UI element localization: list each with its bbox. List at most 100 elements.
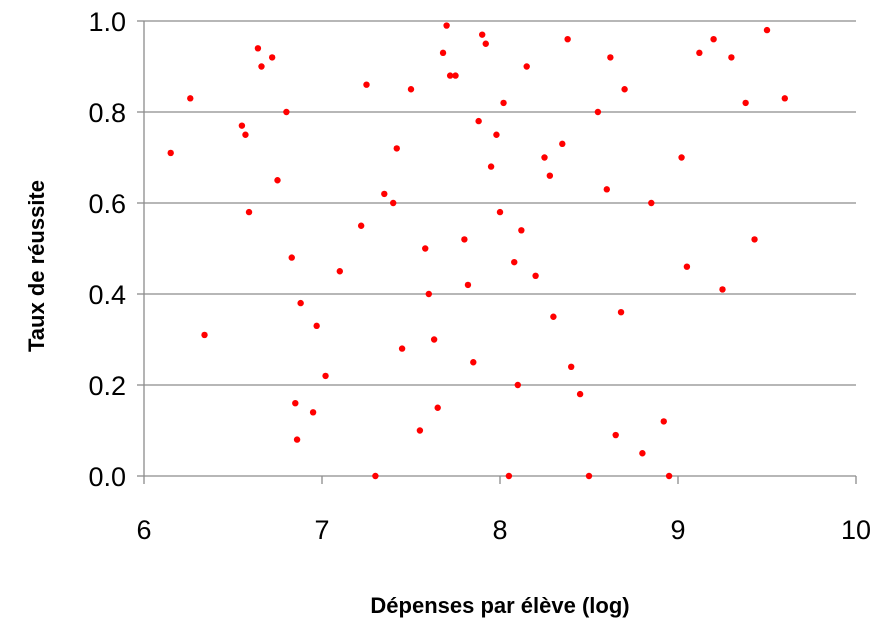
data-point (439, 49, 447, 57)
data-point (363, 81, 370, 88)
y-tick-label-3: 0.6 (88, 189, 126, 219)
x-tick-labels: 6 7 8 9 10 (136, 515, 871, 545)
data-point (719, 286, 726, 293)
y-tick-label-4: 0.8 (88, 98, 126, 128)
data-point (309, 409, 317, 416)
data-point (523, 63, 530, 70)
x-tick-label-3: 9 (670, 515, 685, 545)
data-point (245, 208, 253, 216)
data-point (511, 258, 518, 266)
x-tick-label-2: 8 (492, 515, 507, 545)
data-point (443, 22, 450, 29)
data-point (242, 131, 249, 138)
data-point (268, 54, 276, 61)
data-point (585, 472, 593, 480)
data-point (322, 372, 329, 380)
y-tick-label-0: 0.0 (88, 462, 126, 492)
data-point (612, 431, 619, 439)
data-point (751, 236, 758, 243)
data-point (482, 40, 489, 47)
data-point (297, 299, 304, 307)
data-point (603, 186, 610, 193)
data-point (594, 108, 602, 116)
data-point (422, 245, 429, 252)
data-point (518, 227, 525, 234)
data-point (238, 122, 246, 129)
y-tick-labels: 0.0 0.2 0.4 0.6 0.8 1.0 (88, 7, 126, 492)
data-point (648, 199, 655, 207)
x-axis-title: Dépenses par élève (log) (370, 593, 629, 618)
data-point (167, 149, 174, 157)
data-point (274, 177, 281, 184)
data-point (187, 95, 194, 102)
data-point (678, 154, 685, 161)
data-point (505, 472, 513, 480)
data-points (167, 22, 788, 480)
y-tick-label-5: 1.0 (88, 7, 126, 37)
data-point (475, 117, 482, 125)
data-point (461, 236, 468, 243)
data-point (617, 309, 625, 316)
axes (137, 20, 857, 484)
data-point (479, 31, 486, 38)
y-tick-label-1: 0.2 (88, 371, 126, 401)
data-point (546, 172, 554, 179)
data-point (696, 49, 703, 57)
data-point (446, 72, 454, 79)
data-point (763, 26, 771, 34)
data-point (254, 45, 262, 52)
data-point (550, 313, 557, 320)
data-point (514, 381, 521, 389)
data-point (416, 427, 424, 434)
data-point (357, 222, 365, 229)
data-point (393, 145, 400, 152)
data-point (541, 154, 548, 161)
data-point (532, 272, 539, 279)
data-point (710, 36, 717, 43)
data-point (683, 263, 691, 270)
data-point (390, 199, 397, 207)
data-point (372, 472, 379, 480)
data-point (564, 36, 571, 43)
data-point (487, 163, 495, 170)
y-tick-label-2: 0.4 (88, 280, 126, 310)
data-point (576, 390, 584, 398)
data-point (407, 86, 415, 93)
data-point (293, 436, 301, 443)
data-point (398, 345, 406, 352)
data-point (470, 359, 477, 366)
data-point (381, 190, 388, 198)
y-axis-title: Taux de réussite (24, 180, 49, 352)
data-point (568, 363, 575, 370)
data-point (621, 86, 628, 93)
data-point (201, 331, 208, 339)
data-point (288, 254, 295, 261)
data-point (728, 54, 735, 61)
data-point (607, 54, 614, 61)
data-point (425, 290, 432, 298)
data-point (781, 95, 788, 102)
data-point (500, 99, 507, 107)
data-point (434, 404, 441, 411)
data-point (464, 281, 472, 289)
data-point (660, 418, 667, 425)
data-point (559, 140, 566, 148)
x-tick-label-4: 10 (841, 515, 871, 545)
data-point (313, 322, 320, 330)
data-point (742, 99, 749, 107)
data-point (639, 450, 646, 457)
data-point (336, 268, 343, 275)
data-point (496, 208, 504, 216)
data-point (430, 336, 438, 343)
data-point (452, 72, 459, 79)
data-point (292, 400, 299, 407)
gridlines (144, 20, 856, 386)
x-tick-label-1: 7 (314, 515, 329, 545)
data-point (258, 63, 265, 70)
data-point (665, 472, 673, 480)
x-tick-label-0: 6 (136, 515, 151, 545)
data-point (283, 108, 290, 116)
data-point (493, 131, 500, 138)
